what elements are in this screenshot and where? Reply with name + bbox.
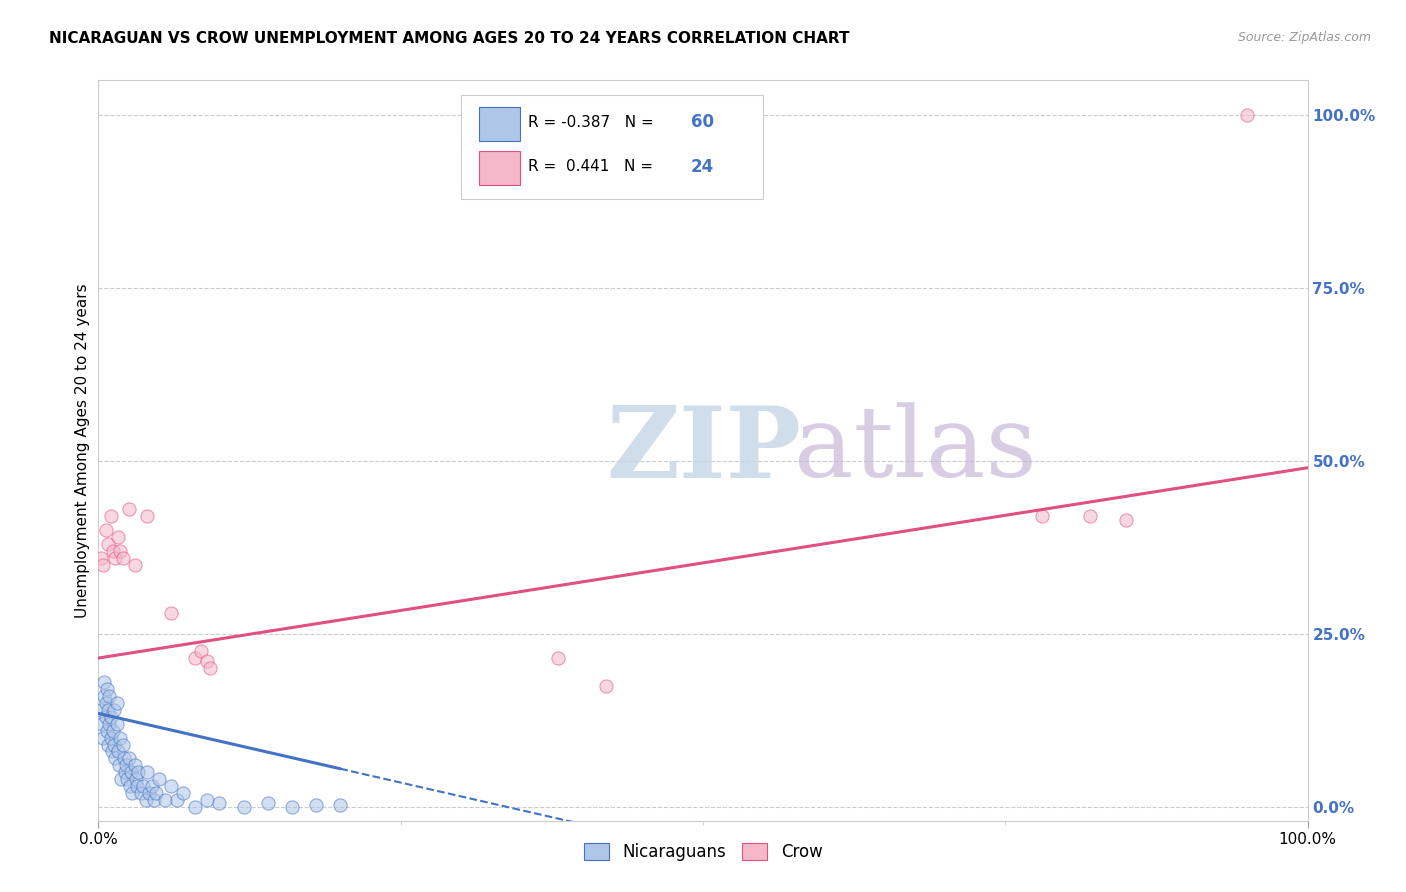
Point <box>91 731 114 745</box>
Point <box>108 543 131 558</box>
Point <box>232 799 254 814</box>
Point <box>93 689 115 703</box>
Point <box>547 651 569 665</box>
Point <box>105 716 128 731</box>
Point <box>93 675 115 690</box>
Point <box>329 798 352 813</box>
Point <box>117 772 139 786</box>
Text: R = -0.387   N =: R = -0.387 N = <box>527 115 658 130</box>
Point <box>97 703 120 717</box>
Point <box>138 786 160 800</box>
Point <box>96 723 118 738</box>
Point <box>125 772 148 786</box>
Point <box>281 799 304 814</box>
FancyBboxPatch shape <box>461 95 763 199</box>
Point <box>595 679 617 693</box>
Point <box>121 786 143 800</box>
Point <box>103 738 125 752</box>
Text: NICARAGUAN VS CROW UNEMPLOYMENT AMONG AGES 20 TO 24 YEARS CORRELATION CHART: NICARAGUAN VS CROW UNEMPLOYMENT AMONG AG… <box>49 31 849 46</box>
Point <box>100 509 122 524</box>
Point <box>91 558 114 572</box>
Point <box>1031 509 1053 524</box>
Text: atlas: atlas <box>793 402 1036 499</box>
Text: R =  0.441   N =: R = 0.441 N = <box>527 160 658 175</box>
Point <box>90 550 112 565</box>
Point <box>143 793 166 807</box>
Point <box>111 550 134 565</box>
Point <box>114 765 136 780</box>
Point <box>118 779 141 793</box>
Point <box>148 772 170 786</box>
Point <box>141 779 163 793</box>
Point <box>127 765 149 780</box>
Point <box>120 765 142 780</box>
Text: ZIP: ZIP <box>606 402 801 499</box>
Point <box>104 751 127 765</box>
Point <box>256 797 278 811</box>
Point <box>1236 108 1258 122</box>
Point <box>124 758 146 772</box>
Point <box>145 786 167 800</box>
Point <box>104 550 127 565</box>
Point <box>124 558 146 572</box>
Point <box>184 651 207 665</box>
Point <box>97 537 120 551</box>
Point <box>94 523 117 537</box>
Point <box>1115 513 1137 527</box>
Point <box>108 758 131 772</box>
Point <box>118 751 141 765</box>
Point <box>135 793 157 807</box>
Point <box>111 738 134 752</box>
Point <box>190 644 212 658</box>
Y-axis label: Unemployment Among Ages 20 to 24 years: Unemployment Among Ages 20 to 24 years <box>75 283 90 618</box>
Point <box>101 723 124 738</box>
Point <box>98 689 121 703</box>
Point <box>153 793 176 807</box>
Point <box>115 758 138 772</box>
Point <box>100 731 122 745</box>
Point <box>105 696 128 710</box>
Point <box>127 779 149 793</box>
Point <box>160 779 183 793</box>
Point <box>172 786 194 800</box>
Point <box>305 797 328 812</box>
Point <box>135 765 157 780</box>
Text: 60: 60 <box>690 113 714 131</box>
Point <box>1078 509 1101 524</box>
Point <box>90 703 112 717</box>
Point <box>112 751 135 765</box>
Point <box>118 502 141 516</box>
Point <box>107 744 129 758</box>
Point <box>94 710 117 724</box>
Point <box>91 716 114 731</box>
Text: Source: ZipAtlas.com: Source: ZipAtlas.com <box>1237 31 1371 45</box>
FancyBboxPatch shape <box>479 107 520 141</box>
FancyBboxPatch shape <box>479 152 520 186</box>
Point <box>195 655 218 669</box>
Point <box>132 779 155 793</box>
Point <box>166 793 188 807</box>
Point <box>103 703 125 717</box>
Text: 24: 24 <box>690 158 714 176</box>
Point <box>98 716 121 731</box>
Point <box>135 509 157 524</box>
Point <box>208 797 231 811</box>
Point <box>198 661 221 675</box>
Point <box>110 772 132 786</box>
Point <box>195 793 218 807</box>
Point <box>101 543 124 558</box>
Point <box>160 606 183 620</box>
Point <box>94 696 117 710</box>
Point <box>184 799 207 814</box>
Point <box>97 738 120 752</box>
Point <box>96 682 118 697</box>
Point <box>100 710 122 724</box>
Point <box>100 744 122 758</box>
Legend: Nicaraguans, Crow: Nicaraguans, Crow <box>576 837 830 868</box>
Point <box>107 530 129 544</box>
Point <box>129 786 152 800</box>
Point <box>108 731 131 745</box>
